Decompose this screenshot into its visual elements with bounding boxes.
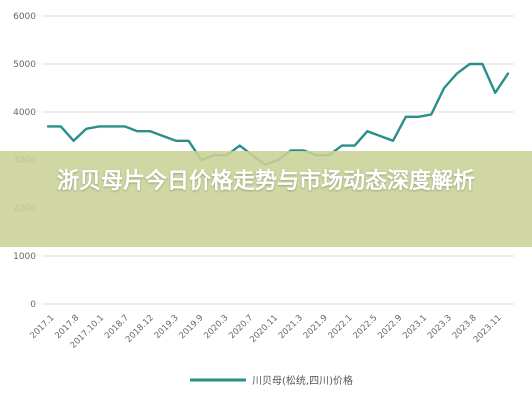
y-tick-label: 5000 [13,60,36,70]
x-tick-label: 2022.1 [327,313,355,341]
legend-label: 川贝母(松统,四川)价格 [252,374,353,387]
x-tick-label: 2021.9 [302,313,330,341]
series-line-layer [46,62,510,167]
x-tick-label: 2019.9 [177,313,205,341]
x-tick-label: 2017.1 [28,313,56,341]
x-tick-label: 2019.3 [153,313,181,341]
x-tick-label: 2022.9 [376,313,404,341]
x-tick-label: 2023.3 [426,313,454,341]
y-tick-label: 1000 [13,252,36,262]
y-tick-label: 6000 [13,12,36,22]
x-tick-label: 2023.1 [401,313,429,341]
title-banner [0,151,532,247]
y-tick-label: 4000 [13,108,36,118]
x-tick-label: 2020.3 [202,313,230,341]
y-tick-label: 0 [30,300,36,310]
legend: 川贝母(松统,四川)价格 [190,374,353,387]
banner-title: 浙贝母片今日价格走势与市场动态深度解析 [56,169,475,194]
x-axis-ticks: 2017.12017.82017.10.12018.72018.122019.3… [28,313,503,351]
x-tick-label: 2021.3 [277,313,305,341]
x-tick-label: 2022.5 [351,313,379,341]
series-line [46,62,510,167]
